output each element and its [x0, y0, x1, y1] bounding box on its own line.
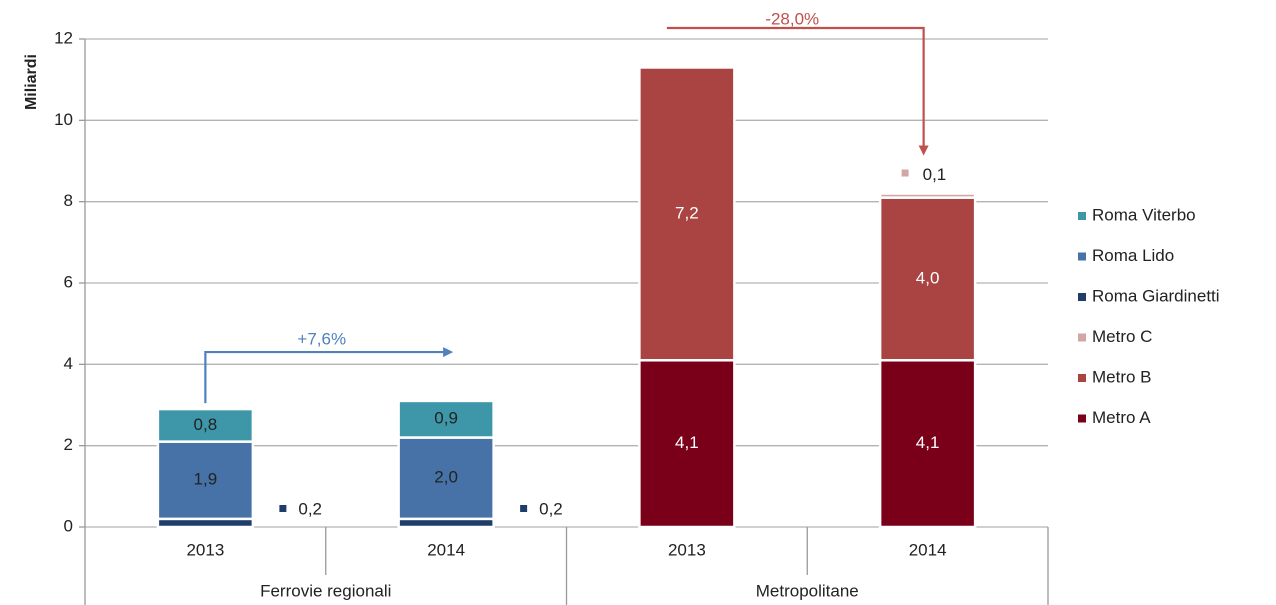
value-label: 4,0: [916, 268, 940, 287]
bar-segment: [878, 192, 977, 199]
value-label: 0,1: [923, 165, 947, 184]
y-tick-label: 4: [64, 354, 73, 373]
value-label: 0,2: [539, 499, 563, 518]
value-label: 0,9: [434, 409, 458, 428]
legend-label: Roma Viterbo: [1092, 205, 1196, 224]
label-marker: [279, 505, 287, 512]
legend-marker: [1078, 374, 1086, 382]
legend-label: Roma Lido: [1092, 246, 1174, 265]
change-arrow: [204, 347, 454, 404]
legend-marker: [1078, 212, 1086, 220]
value-label: 4,1: [916, 433, 940, 452]
change-arrow: [666, 26, 929, 156]
bar-segment: [397, 399, 495, 439]
value-label: 2,0: [434, 468, 458, 487]
group-label: Ferrovie regionali: [260, 581, 391, 600]
value-label: 4,1: [675, 433, 699, 452]
y-tick-label: 8: [64, 191, 73, 210]
change-label: -28,0%: [765, 9, 819, 28]
legend-label: Metro B: [1092, 367, 1152, 386]
group-label: Metropolitane: [756, 581, 859, 600]
y-tick-label: 2: [64, 435, 73, 454]
label-marker: [520, 505, 528, 512]
y-tick-label: 12: [54, 28, 73, 47]
bar-segment: [156, 407, 255, 443]
bar-segment: [156, 440, 255, 521]
legend-label: Metro A: [1092, 408, 1151, 427]
y-axis-label: Miliardi: [23, 54, 40, 110]
x-tick-label: 2013: [668, 540, 706, 559]
legend-marker: [1078, 333, 1086, 342]
legend-marker: [1078, 252, 1086, 261]
x-tick-label: 2013: [186, 540, 224, 559]
legend-marker: [1078, 293, 1086, 301]
legend-label: Metro C: [1092, 327, 1152, 346]
bar-segment: [397, 436, 495, 521]
bar-segment: [638, 66, 736, 362]
x-tick-label: 2014: [427, 540, 465, 559]
value-label: 0,8: [194, 415, 218, 434]
y-tick-label: 10: [54, 110, 73, 129]
label-marker: [901, 169, 909, 177]
x-tick-label: 2014: [909, 540, 947, 559]
bar-segment: [638, 359, 736, 529]
value-label: 1,9: [194, 470, 218, 489]
y-tick-label: 0: [64, 516, 73, 535]
legend-marker: [1078, 414, 1086, 423]
y-tick-label: 6: [64, 272, 73, 291]
value-label: 7,2: [675, 203, 699, 222]
bar-segment: [878, 359, 977, 529]
change-label: +7,6%: [297, 330, 346, 349]
value-label: 0,2: [298, 499, 322, 518]
legend-label: Roma Giardinetti: [1092, 286, 1220, 305]
